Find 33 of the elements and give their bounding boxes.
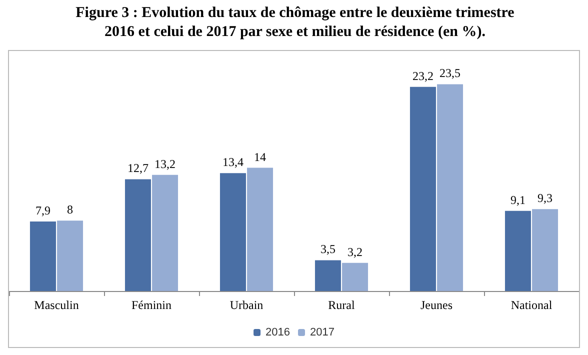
data-label: 13,2 <box>154 156 176 171</box>
bar <box>152 174 178 291</box>
chart-title: Figure 3 : Evolution du taux de chômage entre le deuxième trimestre 2016 et celui de 2017 par sexe et milieu de résidence (en %). <box>74 4 516 42</box>
data-label: 23,2 <box>412 68 434 83</box>
data-label: 9,1 <box>510 192 526 207</box>
x-tick-label: Urbain <box>230 298 264 312</box>
bar <box>314 260 341 291</box>
bar <box>57 220 84 291</box>
data-label: 13,4 <box>222 155 244 170</box>
data-label: 8 <box>67 202 74 217</box>
x-tick-label: National <box>510 298 553 312</box>
bar <box>437 84 464 291</box>
bar <box>504 210 531 291</box>
bar <box>220 173 246 291</box>
data-label: 12,7 <box>127 161 148 176</box>
bar <box>532 209 558 291</box>
data-label: 14 <box>254 150 266 164</box>
bar <box>30 221 56 291</box>
bar <box>342 262 368 291</box>
data-label: 3,2 <box>348 244 363 259</box>
bar <box>124 179 151 291</box>
x-tick-label: Féminin <box>131 298 172 312</box>
bar <box>247 168 274 291</box>
x-tick-label: Rural <box>328 298 356 312</box>
data-label: 3,5 <box>320 242 336 256</box>
legend-label: 2016 <box>266 326 290 338</box>
bar <box>410 86 436 291</box>
data-label: 23,5 <box>440 66 461 80</box>
data-label: 7,9 <box>35 203 50 218</box>
legend-label: 2017 <box>310 326 334 338</box>
data-label: 9,3 <box>538 191 553 206</box>
x-tick-label: Masculin <box>34 298 79 312</box>
x-tick-label: Jeunes <box>420 298 453 312</box>
